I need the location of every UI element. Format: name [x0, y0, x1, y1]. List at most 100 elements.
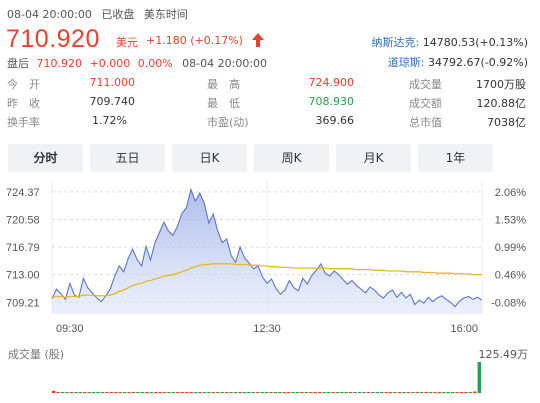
stat-open-value: 711.000 [89, 76, 136, 89]
volume-bar [442, 392, 446, 393]
stat-volume-label: 成交量 [409, 78, 442, 91]
market-state: 已收盘 [101, 8, 135, 21]
volume-bar [162, 392, 167, 393]
volume-bar [145, 392, 149, 393]
volume-bar [69, 392, 74, 393]
index-dow[interactable]: 道琼斯: 34792.67(-0.92%) [388, 54, 528, 70]
index-nasdaq[interactable]: 纳斯达克: 14780.53(+0.13%) [372, 34, 528, 50]
volume-bar [242, 392, 246, 393]
volume-bar [167, 392, 171, 393]
volume-bar [282, 392, 286, 393]
index-nasdaq-name[interactable]: 纳斯达克: [371, 36, 420, 49]
volume-bar [131, 392, 136, 393]
index-nasdaq-value: 14780.53(+0.13%) [422, 36, 528, 49]
stat-high-label: 最 高 [207, 78, 240, 91]
volume-bar [357, 392, 362, 393]
volume-bar [60, 392, 65, 393]
volume-bar [158, 392, 162, 393]
stat-open-label: 今 开 [7, 78, 40, 91]
stat-turnover-rate-value: 1.72% [92, 114, 127, 127]
volume-bar [286, 392, 291, 393]
x-tick-label: 09:30 [56, 323, 84, 335]
volume-bar [433, 392, 437, 393]
volume-bar [309, 392, 313, 393]
timezone-label: 美东时间 [143, 8, 188, 21]
volume-bar [318, 392, 322, 393]
stat-pe-label: 市盈(动) [207, 116, 249, 129]
volume-bar [171, 392, 176, 393]
volume-bar [278, 392, 282, 393]
volume-bar [371, 392, 375, 393]
stat-low-label: 最 低 [207, 97, 240, 110]
volume-bar [353, 392, 357, 393]
volume-bar [291, 392, 295, 393]
intraday-chart-svg: 724.37 2.06% 720.58 1.53% 716.79 0.99% 713.00 0… [6, 180, 526, 394]
tab-five-day[interactable]: 五日 [90, 144, 165, 172]
volume-bar [326, 392, 331, 393]
volume-bar [419, 392, 424, 393]
stat-pe-value: 369.66 [315, 114, 355, 127]
price-change: +1.180 (+0.17%) [146, 34, 243, 47]
intraday-chart[interactable]: 724.37 2.06% 720.58 1.53% 716.79 0.99% 713.00 0… [0, 172, 540, 403]
tab-daily-k[interactable]: 日K [172, 144, 247, 172]
y-tick-label: 709.21 [6, 297, 40, 309]
price-unit: 美元 [116, 36, 138, 49]
volume-bar [477, 362, 481, 393]
volume-bar [464, 392, 468, 393]
volume-bar [264, 392, 269, 393]
volume-bar [136, 392, 140, 393]
volume-bar [211, 392, 215, 393]
volume-bar [393, 392, 397, 393]
volume-bar [238, 392, 242, 393]
chart-period-tabs: 分时 五日 日K 周K 月K 1年 [8, 144, 530, 172]
index-dow-name[interactable]: 道琼斯: [387, 56, 425, 69]
up-arrow-icon [252, 33, 264, 47]
after-hours-label: 盘后 [7, 57, 29, 70]
after-hours-quote: 盘后 710.920 +0.000 0.00% 08-04 20:00:00 [7, 55, 267, 71]
volume-bar [140, 392, 145, 393]
y-right-tick-label: 0.99% [495, 242, 526, 254]
status-datetime: 08-04 20:00:00 [7, 8, 92, 21]
volume-bar [446, 392, 450, 393]
price-line [51, 187, 483, 308]
volume-bar [437, 392, 442, 393]
volume-bar [331, 392, 335, 393]
tab-monthly-k[interactable]: 月K [336, 144, 411, 172]
volume-bar [468, 392, 473, 393]
volume-bar [397, 392, 402, 393]
index-dow-value: 34792.67(-0.92%) [428, 56, 528, 69]
volume-bar [193, 392, 198, 393]
volume-bar [344, 392, 348, 393]
after-hours-change: +0.000 [89, 57, 131, 70]
y-right-tick-label: 1.53% [495, 214, 526, 226]
x-tick-label: 12:30 [253, 323, 281, 335]
stat-prev-close-label: 昨 收 [7, 97, 40, 110]
volume-bar [91, 392, 96, 393]
volume-bar [451, 392, 455, 393]
volume-bar [224, 392, 229, 393]
volume-bar [415, 392, 419, 393]
volume-bar [251, 392, 255, 393]
volume-bar [176, 392, 180, 393]
x-tick-label: 16:00 [450, 323, 478, 335]
volume-max: 125.49万 [478, 348, 529, 361]
volume-bar [300, 392, 304, 393]
volume-bar [78, 392, 82, 393]
volume-bar [428, 392, 433, 393]
stat-high-value: 724.900 [308, 76, 355, 89]
tab-weekly-k[interactable]: 周K [254, 144, 329, 172]
y-right-tick-label: 0.46% [495, 270, 526, 282]
tab-one-year[interactable]: 1年 [418, 144, 493, 172]
volume-bar [118, 392, 122, 393]
volume-bar [340, 392, 344, 393]
tab-intraday[interactable]: 分时 [8, 144, 83, 172]
volume-bar [295, 392, 300, 393]
volume-bar [56, 392, 60, 393]
volume-bar [189, 392, 193, 393]
volume-bar [233, 392, 238, 393]
volume-bar [216, 392, 220, 393]
volume-bar [83, 392, 87, 393]
stat-volume-value: 1700万股 [476, 78, 526, 91]
y-right-tick-label: 2.06% [495, 187, 526, 199]
stat-market-cap-label: 总市值 [409, 116, 442, 129]
